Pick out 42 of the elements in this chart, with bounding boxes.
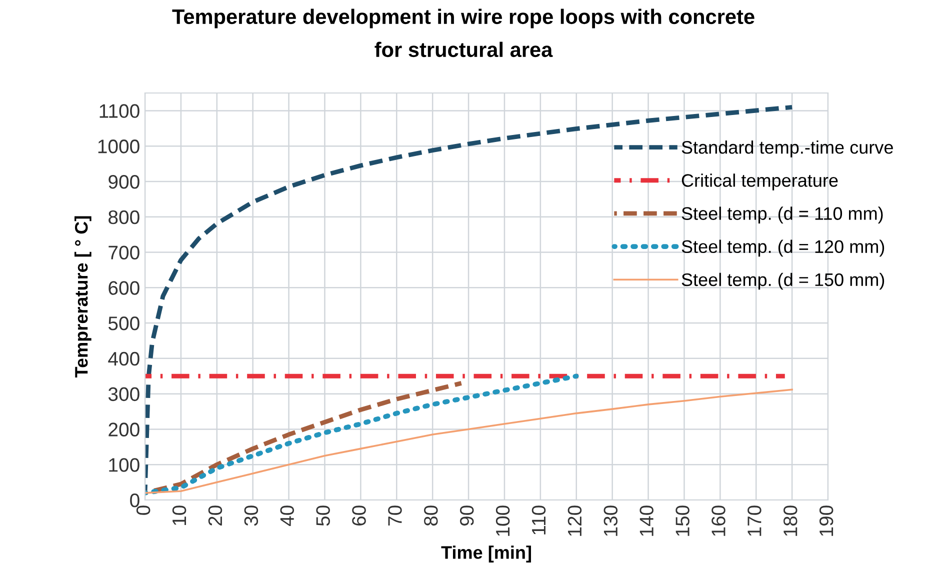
- x-tick-label: 90: [460, 506, 474, 526]
- x-tick-label: 140: [640, 506, 654, 536]
- x-tick-label: 50: [316, 506, 330, 526]
- y-tick-label: 900: [108, 174, 140, 189]
- x-tick-label: 190: [819, 506, 834, 536]
- x-tick-label: 180: [784, 506, 798, 536]
- chart-title: Temperature development in wire rope loops with concrete for structural area: [172, 8, 754, 58]
- y-tick-label: 500: [108, 316, 140, 330]
- x-tick-label: 160: [712, 506, 726, 536]
- y-tick-label: 600: [108, 281, 140, 295]
- legend-label: Standard temp.-time curve: [682, 140, 893, 158]
- legend-label: Steel temp. (d = 120 mm): [682, 240, 884, 257]
- x-tick-label: 40: [280, 506, 294, 526]
- x-tick-label: 170: [748, 506, 762, 536]
- y-tick-label: 100: [109, 458, 140, 472]
- legend-label: Critical temperature: [682, 174, 838, 190]
- y-tick-label: 0: [130, 493, 140, 508]
- y-tick-label: 700: [108, 246, 140, 260]
- x-tick-label: 30: [244, 506, 258, 526]
- y-tick-label: 200: [108, 422, 140, 436]
- x-tick-label: 20: [208, 506, 222, 526]
- x-tick-label: 150: [676, 506, 690, 536]
- x-tick-label: 120: [568, 506, 582, 536]
- y-tick-label: 400: [108, 352, 140, 366]
- legend-label: Steel temp. (d = 110 mm): [682, 206, 883, 224]
- y-tick-label: 800: [108, 210, 140, 224]
- x-tick-label: 80: [424, 506, 438, 526]
- x-tick-label: 100: [496, 506, 510, 536]
- x-tick-label: 130: [604, 506, 618, 536]
- line-series: [145, 374, 579, 496]
- x-tick-label: 0: [136, 506, 150, 515]
- y-tick-label: 300: [108, 387, 140, 402]
- x-tick-label: 60: [352, 506, 366, 526]
- x-tick-label: 10: [172, 506, 186, 526]
- x-axis-title: Time [min]: [441, 546, 531, 562]
- y-tick-label: 1100: [100, 104, 140, 118]
- line-series: [145, 388, 793, 494]
- legend-label: Steel temp. (d = 150 mm): [682, 272, 884, 290]
- x-tick-label: 110: [532, 506, 546, 534]
- y-tick-label: 1000: [98, 140, 140, 154]
- y-axis-title: Temprerature [ ° C]: [74, 216, 92, 378]
- x-tick-label: 70: [388, 506, 402, 526]
